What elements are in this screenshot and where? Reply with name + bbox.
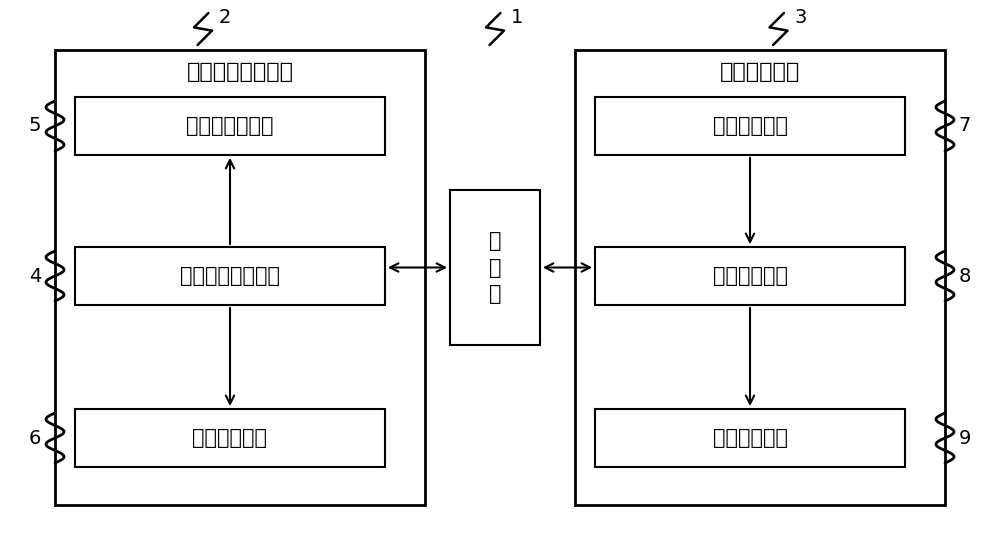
Text: 数据拟合单元: 数据拟合单元 [712,116,788,136]
Text: 9: 9 [959,429,971,447]
Text: 7: 7 [959,117,971,135]
Bar [75,409,385,467]
Text: 空间插値获取系统: 空间插値获取系统 [187,62,294,82]
Text: 空间插値计算单元: 空间插値计算单元 [180,266,280,286]
Text: 拟合预测单元: 拟合预测单元 [720,62,800,82]
Bar [55,50,425,505]
Text: 5: 5 [29,117,41,135]
Text: 预测计算单元: 预测计算单元 [712,428,788,448]
Text: 1: 1 [511,9,523,27]
Bar [595,409,905,467]
Bar [595,247,905,305]
Text: 显著性检验单元: 显著性检验单元 [186,116,274,136]
Text: 8: 8 [959,266,971,286]
Bar [450,190,540,345]
Text: 数
据
库: 数 据 库 [489,231,501,304]
Bar [575,50,945,505]
Text: 6: 6 [29,429,41,447]
Bar [595,97,905,155]
Text: 2: 2 [219,9,231,27]
Text: 4: 4 [29,266,41,286]
Bar [75,97,385,155]
Text: 分析检验单元: 分析检验单元 [712,266,788,286]
Text: 3: 3 [794,9,807,27]
Text: 精度评价单元: 精度评价单元 [192,428,268,448]
Bar [75,247,385,305]
